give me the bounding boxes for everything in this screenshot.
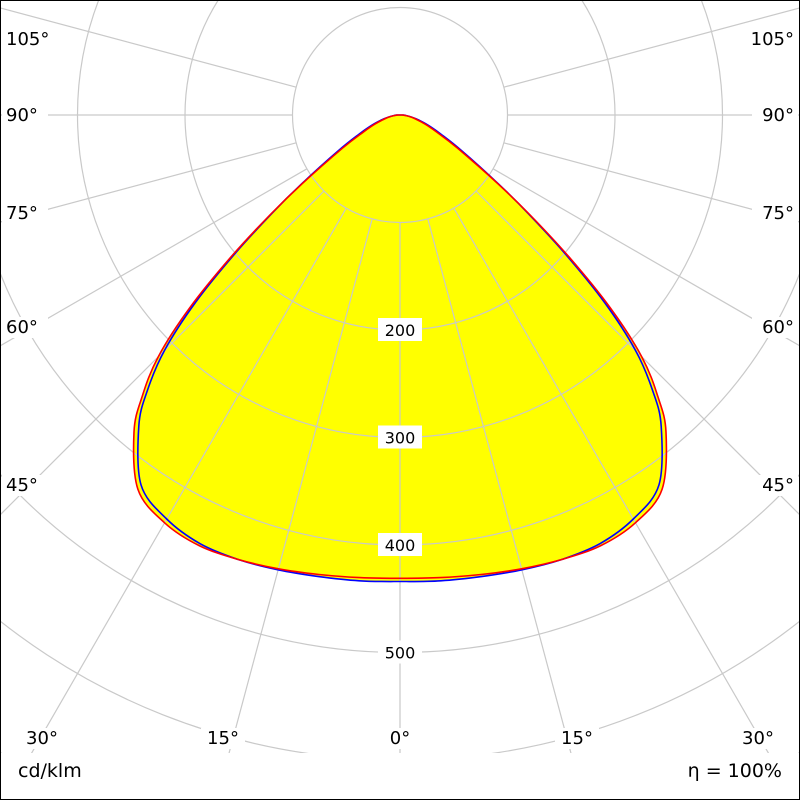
angle-label-box xyxy=(736,728,780,749)
angle-label-box xyxy=(2,475,48,496)
angle-label: 60° xyxy=(762,317,794,338)
angle-label: 15° xyxy=(561,728,593,749)
angle-label-box xyxy=(2,29,48,50)
angle-label-box xyxy=(752,203,798,224)
angle-label-box xyxy=(752,317,798,338)
angle-label-box xyxy=(378,728,422,749)
grid-ray xyxy=(453,207,770,753)
angle-label: 90° xyxy=(762,105,794,126)
angle-label-box xyxy=(2,203,48,224)
angle-label-box xyxy=(2,105,48,126)
angle-label-box xyxy=(201,728,245,749)
grid-ray xyxy=(503,7,800,88)
grid-ray xyxy=(475,190,800,516)
grid-ray xyxy=(427,218,572,753)
angle-label: 30° xyxy=(742,728,774,749)
angle-label-box xyxy=(20,728,64,749)
angle-label: 105° xyxy=(751,29,794,50)
angle-label: 15° xyxy=(207,728,239,749)
angle-label: 30° xyxy=(26,728,58,749)
grid-ray xyxy=(503,142,800,223)
grid-ray xyxy=(0,142,297,223)
angle-label: 45° xyxy=(6,475,38,496)
angle-label-box xyxy=(752,29,798,50)
ring-label-box xyxy=(378,533,422,556)
ring-label-box xyxy=(378,318,422,341)
angle-label: 45° xyxy=(762,475,794,496)
angle-label: 0° xyxy=(390,728,410,749)
intensity-curve-c0-c180 xyxy=(132,114,668,580)
angle-label: 90° xyxy=(6,105,38,126)
grid-ray xyxy=(0,7,297,88)
angle-label-box xyxy=(752,475,798,496)
ring-label: 400 xyxy=(385,536,416,555)
grid-ray xyxy=(228,218,373,753)
ring-label: 200 xyxy=(385,321,416,340)
grid-ray xyxy=(0,168,308,347)
angle-labels: 105° 90° 75° 60° 45° 105° 90° 75° 60° 45° 30° 15° 0°… xyxy=(2,29,798,749)
efficiency-label: η = 100% xyxy=(687,760,782,782)
grid-ray xyxy=(30,207,347,753)
angle-label-box xyxy=(555,728,599,749)
grid-ray xyxy=(492,168,800,347)
ring-label: 300 xyxy=(385,429,416,448)
grid-ray xyxy=(0,190,325,516)
ring-label-box xyxy=(378,425,422,449)
angle-label: 105° xyxy=(6,29,49,50)
angle-label: 60° xyxy=(6,317,38,338)
ring-labels: 200 300 400 500 xyxy=(378,318,422,664)
angle-label: 75° xyxy=(762,203,794,224)
ring-label-box xyxy=(378,640,422,664)
angle-label-box xyxy=(752,105,798,126)
ring-label: 500 xyxy=(385,644,416,663)
unit-label: cd/klm xyxy=(18,760,82,782)
angle-label: 75° xyxy=(6,203,38,224)
angle-label-box xyxy=(2,317,48,338)
